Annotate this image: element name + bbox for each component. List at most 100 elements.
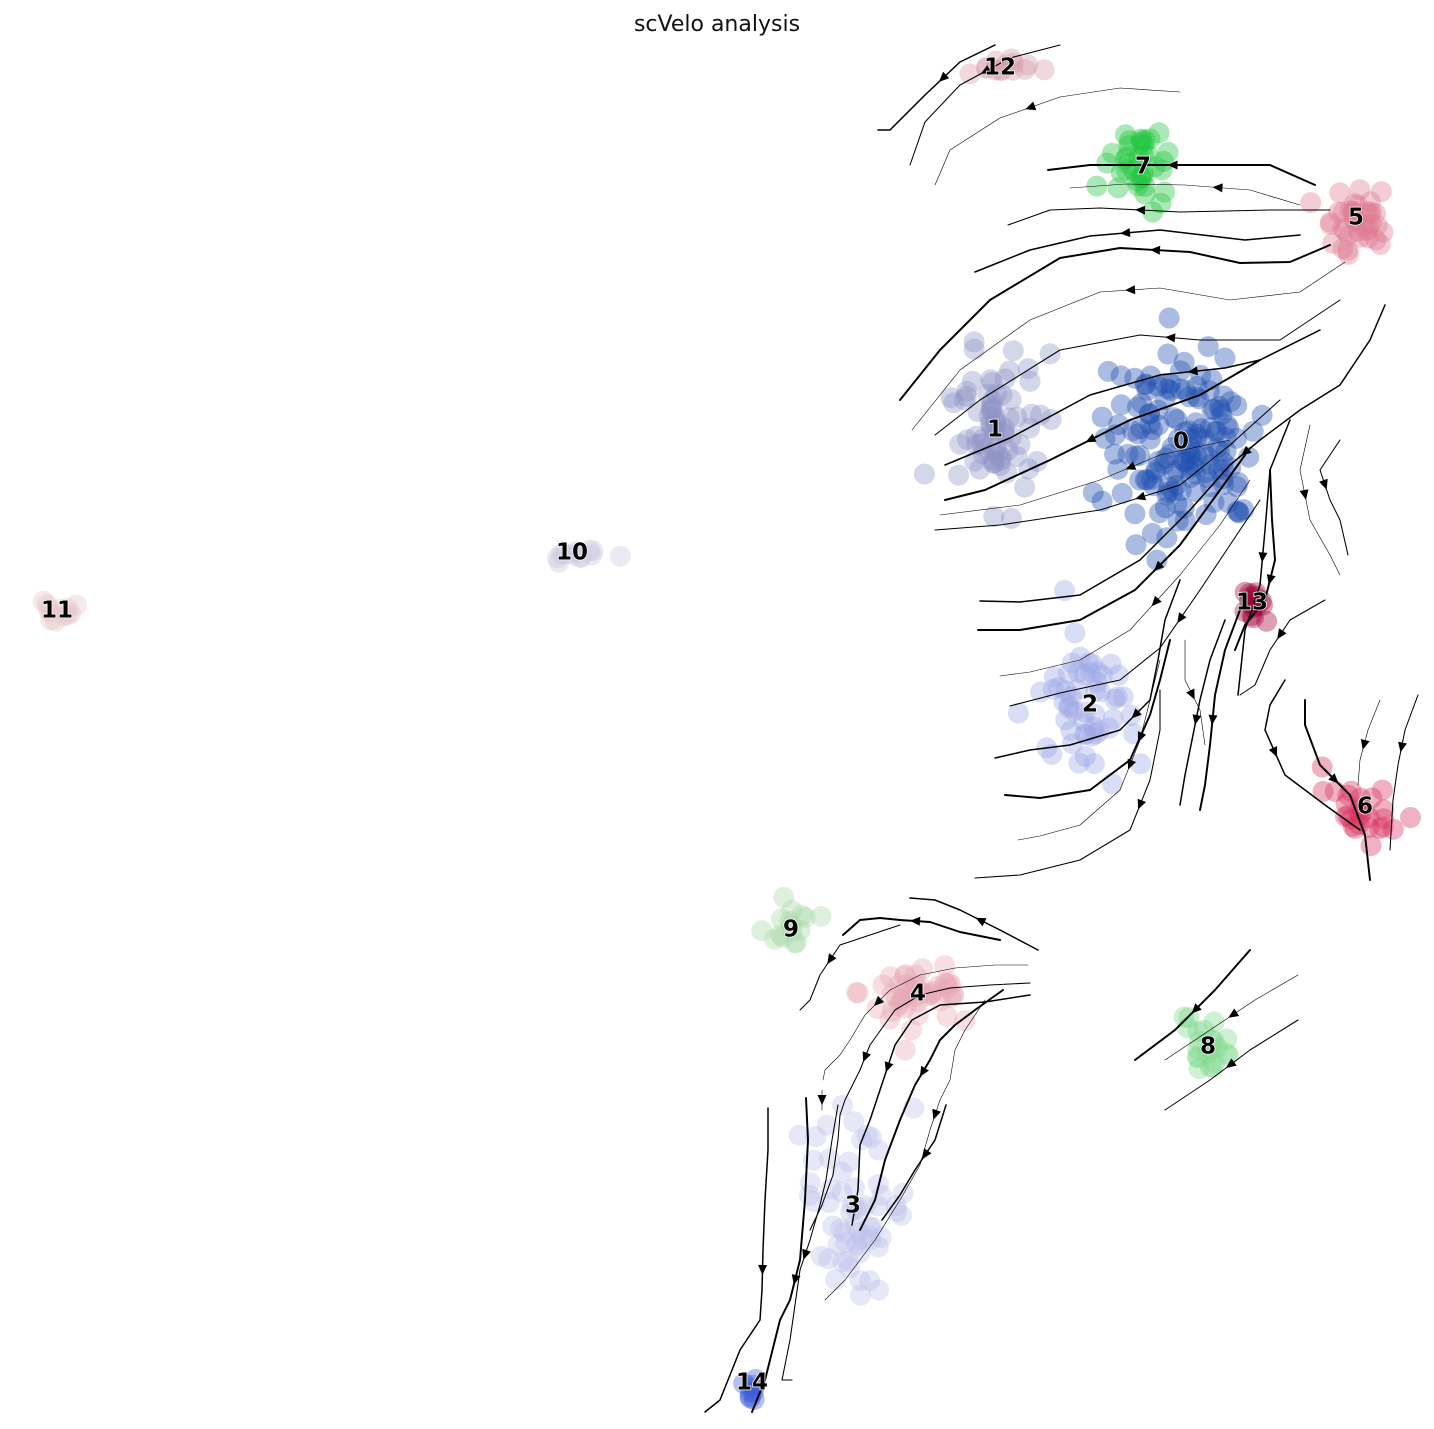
cluster-0-point bbox=[1166, 459, 1188, 481]
cluster-0-point bbox=[1175, 379, 1197, 401]
cluster-5-point bbox=[1339, 200, 1361, 222]
cluster-8-point bbox=[1201, 1029, 1223, 1051]
cluster-4-point bbox=[888, 974, 910, 996]
cluster-0-point bbox=[1139, 428, 1161, 450]
cluster-0-point bbox=[1173, 497, 1195, 519]
cluster-0-point bbox=[1111, 482, 1133, 504]
cluster-0-point bbox=[1173, 351, 1195, 373]
cluster-0-point bbox=[1148, 414, 1170, 436]
cluster-2-point bbox=[1080, 661, 1102, 683]
cluster-9-point bbox=[781, 899, 803, 921]
cluster-0-point bbox=[1162, 480, 1184, 502]
cluster-7-point bbox=[1118, 130, 1140, 152]
cluster-4-point bbox=[942, 984, 964, 1006]
cluster-3-point bbox=[849, 1242, 871, 1264]
velocity-streamline bbox=[877, 44, 996, 131]
cluster-10-point bbox=[563, 544, 584, 565]
cluster-0-point bbox=[1197, 336, 1219, 358]
streamline-arrowhead bbox=[1135, 205, 1146, 215]
cluster-5-point bbox=[1365, 229, 1387, 251]
cluster-6-point bbox=[1371, 779, 1393, 801]
cluster-2-point bbox=[1106, 686, 1128, 708]
cluster-3-point bbox=[838, 1151, 860, 1173]
cluster-5-point bbox=[1349, 179, 1371, 201]
cluster-4-point bbox=[940, 974, 962, 996]
cluster-8-point bbox=[1187, 1021, 1209, 1043]
cluster-0-point bbox=[1149, 502, 1170, 524]
cluster-2-point bbox=[1112, 686, 1134, 708]
velocity-streamline bbox=[979, 304, 1386, 603]
cluster-1-point bbox=[965, 425, 987, 447]
cluster-2-point bbox=[1060, 720, 1082, 742]
cluster-4-point bbox=[894, 1039, 916, 1061]
cluster-2-point bbox=[1084, 704, 1106, 726]
cluster-0-point bbox=[1129, 469, 1151, 491]
velocity-streamline bbox=[809, 982, 1031, 1231]
cluster-1-point bbox=[980, 369, 1002, 391]
cluster-2-point bbox=[1063, 700, 1085, 722]
cluster-0-point bbox=[1143, 475, 1165, 497]
cluster-4-point bbox=[881, 1001, 903, 1022]
cluster-1-point bbox=[997, 439, 1019, 461]
cluster-9-point bbox=[773, 886, 795, 908]
cluster-3-point bbox=[832, 1251, 853, 1273]
cluster-1-point bbox=[979, 413, 1001, 434]
cluster-7-point bbox=[1116, 146, 1138, 167]
streamline-arrowhead bbox=[1167, 160, 1178, 170]
cluster-0-point bbox=[1145, 461, 1167, 483]
cluster-7-point bbox=[1110, 162, 1132, 184]
cluster-3-point bbox=[847, 1196, 869, 1218]
cluster-1-point bbox=[972, 428, 994, 450]
cluster-0-point bbox=[1195, 504, 1217, 525]
cluster-7-point bbox=[1144, 156, 1166, 178]
velocity-streamline bbox=[842, 917, 1001, 941]
cluster-1-point bbox=[957, 429, 978, 451]
velocity-streamline bbox=[1179, 619, 1226, 806]
cluster-0-point bbox=[1156, 527, 1178, 549]
cluster-7-point bbox=[1150, 192, 1172, 214]
cluster-label-7: 7 bbox=[1135, 154, 1151, 180]
cluster-1-point bbox=[980, 414, 1002, 436]
cluster-1-point bbox=[981, 390, 1003, 412]
cluster-0-point bbox=[1157, 378, 1178, 400]
cluster-2-point bbox=[1074, 664, 1096, 686]
cluster-0-point bbox=[1153, 453, 1175, 475]
cluster-5-point bbox=[1356, 201, 1378, 223]
cluster-4-point bbox=[894, 965, 916, 987]
cluster-1-point bbox=[1019, 370, 1041, 392]
cluster-3-point bbox=[849, 1284, 871, 1306]
cluster-1-point bbox=[994, 368, 1016, 390]
cluster-2-point bbox=[1068, 661, 1089, 683]
cluster-3-point bbox=[867, 1195, 889, 1217]
streamline-arrowhead bbox=[1177, 612, 1187, 624]
cluster-2-point bbox=[1073, 710, 1094, 732]
cluster-0-point bbox=[1226, 500, 1248, 522]
cluster-10-point bbox=[566, 540, 587, 562]
velocity-streamline bbox=[1007, 207, 1331, 226]
cluster-4-point bbox=[912, 958, 933, 980]
cluster-5-point bbox=[1334, 220, 1356, 242]
cluster-3-point bbox=[837, 1250, 859, 1272]
cluster-8-point bbox=[1187, 1038, 1209, 1060]
cluster-0-point bbox=[1207, 437, 1228, 458]
cluster-5-point bbox=[1319, 211, 1341, 233]
cluster-5-point bbox=[1372, 221, 1394, 243]
cluster-5-point bbox=[1332, 218, 1353, 240]
cluster-2-point bbox=[1042, 678, 1064, 700]
cluster-1-point bbox=[949, 433, 971, 455]
cluster-7-point bbox=[1130, 133, 1152, 154]
cluster-0-point bbox=[1186, 423, 1208, 445]
cluster-11-point bbox=[32, 590, 54, 612]
cluster-7-point bbox=[1132, 144, 1154, 166]
cluster-10-point bbox=[609, 545, 631, 567]
cluster-14-point bbox=[745, 1369, 767, 1390]
streamline-arrowhead bbox=[758, 1264, 768, 1275]
cluster-7-point bbox=[1133, 165, 1155, 187]
cluster-1-point bbox=[961, 370, 983, 392]
cluster-7-point bbox=[1126, 170, 1148, 192]
cluster-2-point bbox=[1057, 662, 1079, 684]
cluster-2-point bbox=[1130, 753, 1152, 775]
cluster-12-point bbox=[1001, 48, 1022, 70]
cluster-1-point bbox=[983, 452, 1005, 474]
streamline-arrowhead bbox=[1319, 478, 1328, 490]
